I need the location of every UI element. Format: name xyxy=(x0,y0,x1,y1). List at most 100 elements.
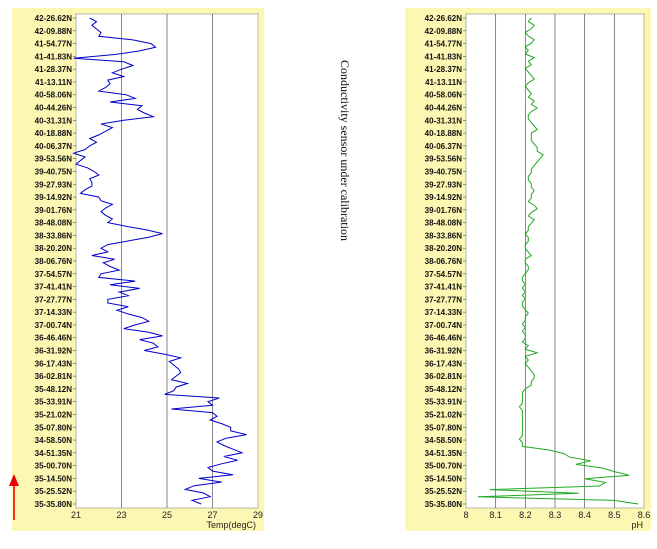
temp-latitude-label: 38-06.76N xyxy=(35,257,73,266)
ph-latitude-label: 35-07.80N xyxy=(425,423,463,432)
temp-latitude-label: 42-09.88N xyxy=(35,27,73,36)
temp-latitude-label: 40-58.06N xyxy=(35,91,73,100)
temp-latitude-label: 35-07.80N xyxy=(35,423,73,432)
ph-latitude-label: 38-20.20N xyxy=(425,244,463,253)
temp-latitude-label: 41-41.83N xyxy=(35,52,73,61)
ph-latitude-label: 36-17.43N xyxy=(425,359,463,368)
ph-latitude-label: 42-26.62N xyxy=(425,14,463,23)
ph-latitude-label: 39-14.92N xyxy=(425,193,463,202)
temp-latitude-label: 38-48.08N xyxy=(35,219,73,228)
ph-latitude-label: 35-25.52N xyxy=(425,487,463,496)
ph-latitude-label: 36-02.81N xyxy=(425,372,463,381)
ph-latitude-label: 37-14.33N xyxy=(425,308,463,317)
temp-latitude-label: 38-20.20N xyxy=(35,244,73,253)
ph-x-tick-label: 8.4 xyxy=(578,510,591,520)
temp-latitude-label: 34-51.35N xyxy=(35,449,73,458)
ph-latitude-label: 40-58.06N xyxy=(425,91,463,100)
temp-latitude-label: 37-54.57N xyxy=(35,270,73,279)
temp-latitude-label: 38-33.86N xyxy=(35,231,73,240)
ph-latitude-label: 41-41.83N xyxy=(425,52,463,61)
ph-latitude-label: 39-53.56N xyxy=(425,155,463,164)
ph-latitude-label: 40-44.26N xyxy=(425,104,463,113)
ph-latitude-label: 39-40.75N xyxy=(425,167,463,176)
temp-latitude-label: 39-40.75N xyxy=(35,167,73,176)
ph-latitude-label: 41-28.37N xyxy=(425,65,463,74)
temp-latitude-label: 36-46.46N xyxy=(35,334,73,343)
ph-latitude-label: 39-27.93N xyxy=(425,180,463,189)
temp-latitude-label: 40-06.37N xyxy=(35,142,73,151)
temp-latitude-label: 35-14.50N xyxy=(35,474,73,483)
temp-x-tick-label: 27 xyxy=(207,510,217,520)
temp-latitude-label: 35-33.91N xyxy=(35,398,73,407)
temp-latitude-label: 36-02.81N xyxy=(35,372,73,381)
temp-latitude-label: 39-14.92N xyxy=(35,193,73,202)
temp-latitude-label: 36-31.92N xyxy=(35,347,73,356)
ph-x-tick-label: 8.5 xyxy=(608,510,621,520)
temp-latitude-label: 37-00.74N xyxy=(35,321,73,330)
temperature-latitude-labels: 42-26.62N 42-09.88N 41-54.77N 41-41.83N 41-2… xyxy=(35,14,76,509)
ph-latitude-label: 38-33.86N xyxy=(425,231,463,240)
ph-latitude-label: 36-31.92N xyxy=(425,347,463,356)
ph-latitude-label: 35-21.02N xyxy=(425,410,463,419)
ph-latitude-label: 40-31.31N xyxy=(425,116,463,125)
temp-latitude-label: 37-14.33N xyxy=(35,308,73,317)
ph-latitude-label: 35-00.70N xyxy=(425,462,463,471)
temp-latitude-label: 35-35.80N xyxy=(35,500,73,509)
ph-latitude-label: 42-09.88N xyxy=(425,27,463,36)
temperature-x-axis-label: Temp(degC) xyxy=(206,520,256,530)
ph-latitude-label: 40-18.88N xyxy=(425,129,463,138)
temp-latitude-label: 37-41.41N xyxy=(35,283,73,292)
temp-latitude-label: 35-00.70N xyxy=(35,462,73,471)
ph-x-tick-label: 8.3 xyxy=(549,510,562,520)
ph-latitude-label: 39-01.76N xyxy=(425,206,463,215)
temp-latitude-label: 34-58.50N xyxy=(35,436,73,445)
temp-latitude-label: 39-53.56N xyxy=(35,155,73,164)
temp-latitude-label: 39-27.93N xyxy=(35,180,73,189)
ph-latitude-label: 37-41.41N xyxy=(425,283,463,292)
temp-x-tick-label: 23 xyxy=(116,510,126,520)
temp-latitude-label: 41-54.77N xyxy=(35,40,73,49)
ph-latitude-label: 34-58.50N xyxy=(425,436,463,445)
ph-latitude-label: 41-54.77N xyxy=(425,40,463,49)
ph-latitude-label: 40-06.37N xyxy=(425,142,463,151)
ph-x-tick-label: 8.6 xyxy=(638,510,651,520)
temperature-gridlines xyxy=(121,14,213,508)
red-up-arrow-icon xyxy=(9,474,19,520)
ph-latitude-label: 35-33.91N xyxy=(425,398,463,407)
temp-latitude-label: 39-01.76N xyxy=(35,206,73,215)
ph-x-tick-label: 8.1 xyxy=(489,510,502,520)
ph-latitude-label: 37-27.77N xyxy=(425,295,463,304)
ph-latitude-label: 36-46.46N xyxy=(425,334,463,343)
ph-latitude-label: 34-51.35N xyxy=(425,449,463,458)
temperature-chart: 42-26.62N 42-09.88N 41-54.77N 41-41.83N 41-2… xyxy=(12,8,264,531)
ph-x-tick-label: 8.2 xyxy=(519,510,532,520)
ph-latitude-label: 37-00.74N xyxy=(425,321,463,330)
ph-latitude-label: 35-35.80N xyxy=(425,500,463,509)
ph-latitude-labels: 42-26.62N 42-09.88N 41-54.77N 41-41.83N 41-2… xyxy=(425,14,466,509)
temp-latitude-label: 35-48.12N xyxy=(35,385,73,394)
temp-latitude-label: 37-27.77N xyxy=(35,295,73,304)
temp-latitude-label: 40-44.26N xyxy=(35,104,73,113)
temp-x-tick-label: 25 xyxy=(162,510,172,520)
conductivity-sensor-note: Conductivity sensor under calibration xyxy=(338,60,352,241)
temp-latitude-label: 40-18.88N xyxy=(35,129,73,138)
ph-x-tick-labels: 8 8.1 8.2 8.3 8.4 8.5 8.6 xyxy=(463,510,650,520)
ph-latitude-label: 35-14.50N xyxy=(425,474,463,483)
ph-latitude-label: 41-13.11N xyxy=(425,78,462,87)
temp-latitude-label: 35-21.02N xyxy=(35,410,73,419)
ph-x-axis-label: pH xyxy=(631,520,643,530)
temp-latitude-label: 41-13.11N xyxy=(35,78,72,87)
temperature-series-line xyxy=(72,17,247,505)
temperature-x-tick-labels: 21 23 25 27 29 xyxy=(71,510,263,520)
temp-latitude-label: 40-31.31N xyxy=(35,116,73,125)
temp-x-tick-label: 21 xyxy=(71,510,81,520)
temp-latitude-label: 42-26.62N xyxy=(35,14,73,23)
ph-gridlines xyxy=(495,14,615,508)
temp-latitude-label: 36-17.43N xyxy=(35,359,73,368)
temp-x-tick-label: 29 xyxy=(253,510,263,520)
ph-latitude-label: 37-54.57N xyxy=(425,270,463,279)
temp-latitude-label: 35-25.52N xyxy=(35,487,73,496)
ph-latitude-label: 38-48.08N xyxy=(425,219,463,228)
ph-chart: 42-26.62N 42-09.88N 41-54.77N 41-41.83N 41-2… xyxy=(405,8,651,531)
